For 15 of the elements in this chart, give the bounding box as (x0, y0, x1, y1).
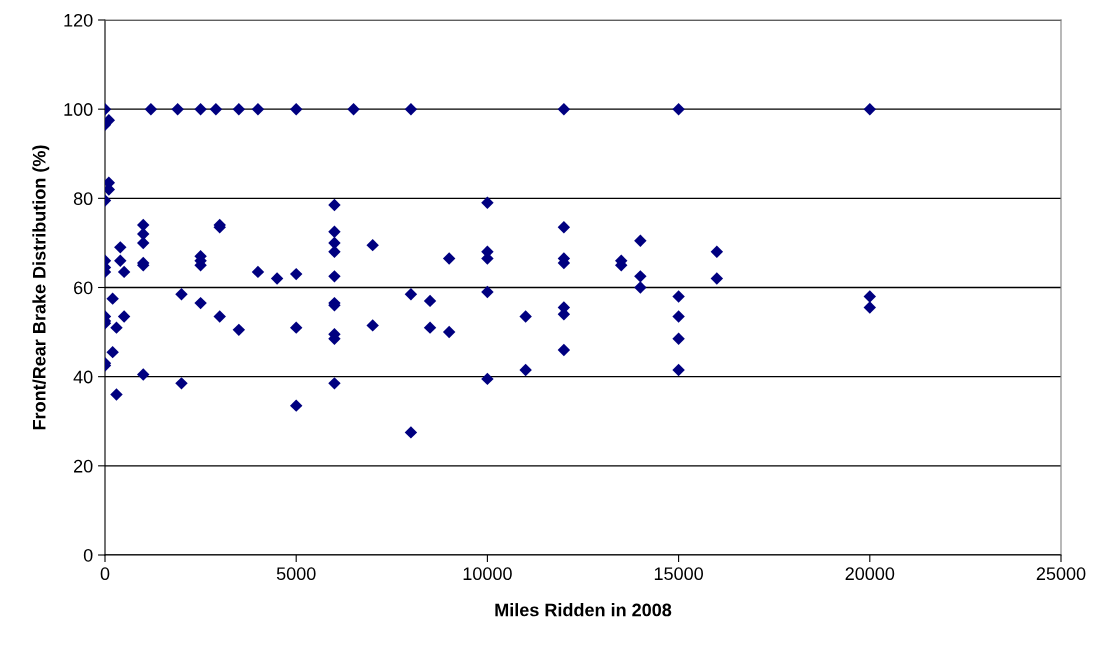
x-tick-label: 5000 (276, 567, 316, 581)
y-tick-label: 120 (64, 13, 93, 27)
x-axis-title: Miles Ridden in 2008 (495, 603, 672, 617)
y-tick-label: 100 (64, 103, 93, 116)
y-tick-label: 0 (83, 548, 93, 562)
y-tick-label: 20 (74, 459, 93, 473)
x-tick-label: 15000 (654, 567, 703, 581)
x-tick-label: 0 (100, 567, 110, 581)
x-tick-label: 25000 (1036, 567, 1086, 581)
x-tick-label: 10000 (463, 567, 512, 581)
y-tick-label: 80 (73, 192, 93, 206)
y-tick-label: 40 (73, 370, 93, 384)
x-tick-label: 20000 (845, 567, 895, 581)
y-tick-label: 60 (74, 281, 93, 295)
y-axis-title: Front/Rear Brake Distribution (%) (32, 145, 50, 430)
